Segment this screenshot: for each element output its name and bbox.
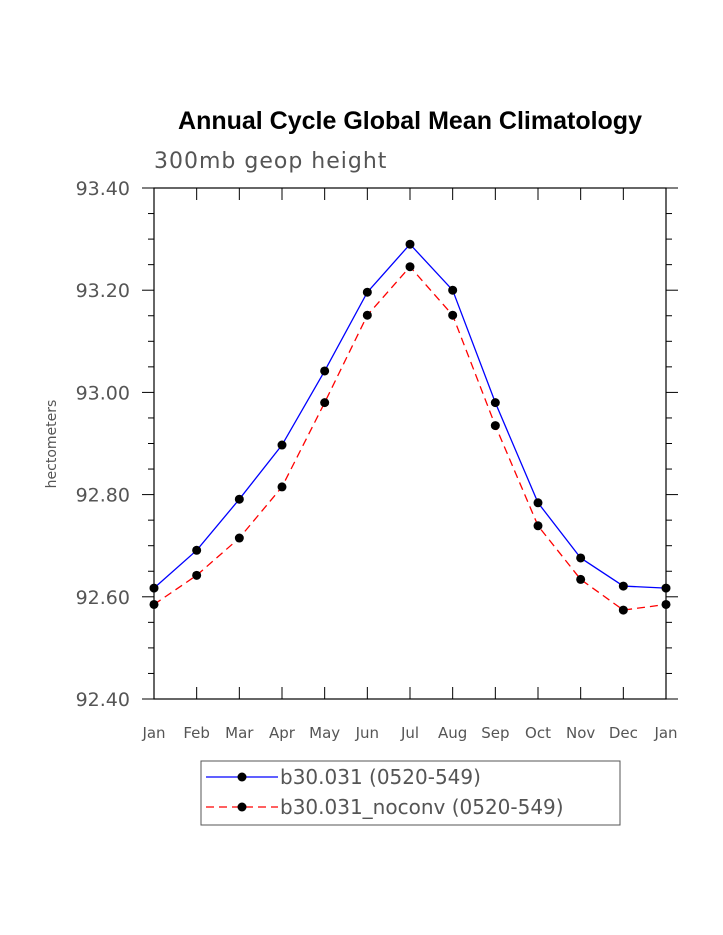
series-1-point [618, 581, 628, 591]
legend-marker-series-2 [237, 802, 247, 812]
series-2-point [192, 570, 202, 580]
series-1-point [661, 583, 671, 593]
x-tick-label: Jan [141, 724, 165, 742]
y-tick-label: 93.00 [76, 382, 130, 404]
series-2-point [149, 599, 159, 609]
series-2-point [576, 574, 586, 584]
series-1-point [576, 553, 586, 563]
x-tick-label: Nov [566, 724, 595, 742]
series-1-point [234, 494, 244, 504]
x-tick-label: Aug [438, 724, 467, 742]
series-1-point [448, 285, 458, 295]
series-1-point [533, 498, 543, 508]
x-tick-label: Jun [355, 724, 379, 742]
legend-box [200, 760, 621, 826]
series-1-point [277, 440, 287, 450]
legend: b30.031 (0520-549) b30.031_noconv (0520-… [200, 760, 621, 826]
y-axis-label: hectometers [44, 400, 60, 489]
y-tick-label: 92.60 [76, 587, 130, 609]
series-2-point [405, 262, 415, 272]
y-tick-label: 93.20 [76, 280, 130, 302]
y-tick-label: 92.40 [76, 689, 130, 711]
tick-labels: Jan Feb Mar Apr May Jun Jul Aug Sep Oct Nov Dec Jan 9… [76, 178, 678, 742]
series-line-1 [153, 243, 667, 589]
y-tick-label: 93.40 [76, 178, 130, 200]
series-1-point [490, 398, 500, 408]
legend-label-series-2: b30.031_noconv (0520-549) [280, 795, 564, 819]
series-layer [149, 239, 671, 615]
series-1-point [362, 287, 372, 297]
x-tick-label: Jan [653, 724, 677, 742]
y-tick-label: 92.80 [76, 485, 130, 507]
series-2-point [661, 599, 671, 609]
chart-title: Annual Cycle Global Mean Climatology [178, 107, 642, 135]
series-1-point [192, 545, 202, 555]
chart-subtitle: 300mb geop height [154, 149, 387, 174]
series-line-2 [153, 265, 667, 611]
x-tick-label: May [309, 724, 340, 742]
series-2-point [533, 521, 543, 531]
series-2-point [490, 421, 500, 431]
series-2-point [320, 398, 330, 408]
axis-ticks [142, 187, 678, 700]
series-1-point [149, 583, 159, 593]
series-2-point [234, 533, 244, 543]
series-2-point [448, 310, 458, 320]
x-tick-label: Oct [525, 724, 551, 742]
series-1-point [320, 366, 330, 376]
x-tick-label: Mar [225, 724, 254, 742]
x-tick-label: Dec [609, 724, 638, 742]
x-tick-label: Sep [481, 724, 509, 742]
series-2-point [362, 310, 372, 320]
legend-marker-series-1 [237, 772, 247, 782]
series-1-point [405, 239, 415, 249]
series-2-point [618, 605, 628, 615]
x-tick-label: Jul [400, 724, 419, 742]
x-tick-label: Feb [183, 724, 210, 742]
legend-label-series-1: b30.031 (0520-549) [280, 765, 481, 789]
series-2-point [277, 482, 287, 492]
x-tick-label: Apr [269, 724, 296, 742]
